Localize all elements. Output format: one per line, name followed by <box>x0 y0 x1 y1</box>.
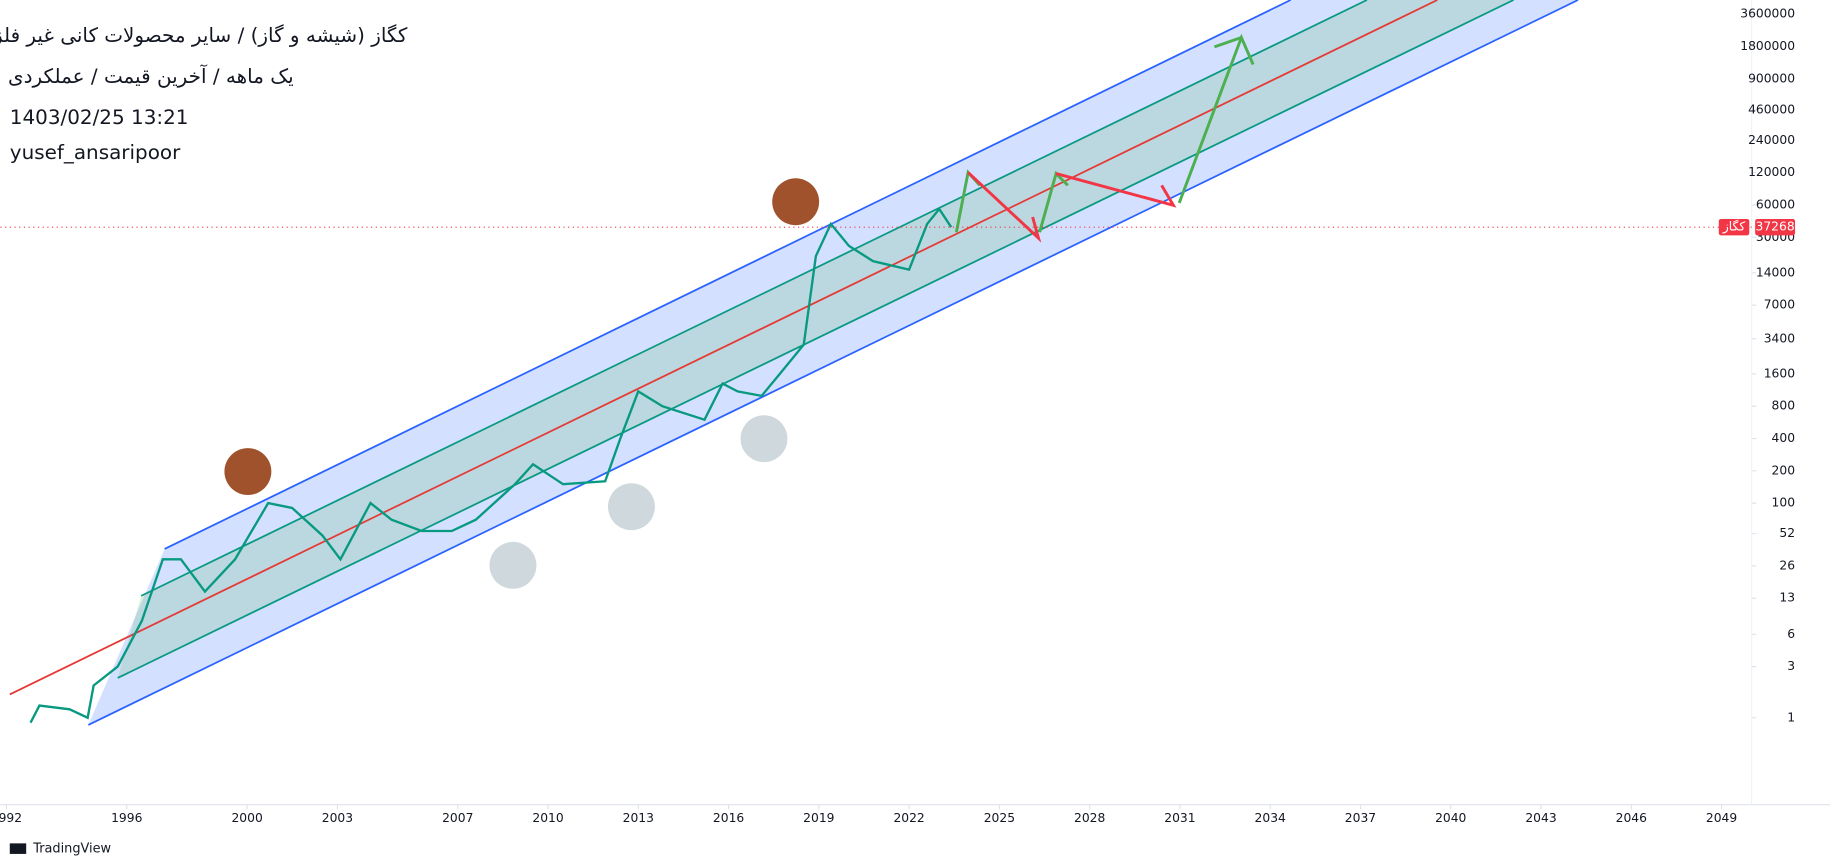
y-tick-label: 14000 <box>1756 265 1795 279</box>
x-tick-label: 2028 <box>1074 811 1105 825</box>
arrow-down <box>1055 172 1177 208</box>
y-tick-label: 100 <box>1772 496 1795 510</box>
x-tick-label: 2019 <box>803 811 834 825</box>
x-tick-label: 1996 <box>111 811 142 825</box>
y-tick-label: 800 <box>1772 399 1795 413</box>
y-tick-label: 13 <box>1779 591 1795 605</box>
y-tick-label: 7000 <box>1764 298 1795 312</box>
x-tick-label: 2031 <box>1164 811 1195 825</box>
x-tick-label: 2049 <box>1706 811 1737 825</box>
x-tick-label: 2034 <box>1255 811 1286 825</box>
price-badge-label: 37268 <box>1756 220 1795 234</box>
x-tick-label: 2040 <box>1435 811 1466 825</box>
arrow-down <box>967 171 1042 243</box>
y-tick-label: 52 <box>1779 526 1795 540</box>
cow-icon <box>740 415 788 463</box>
regression-channel <box>9 0 1579 726</box>
x-tick-label: 1992 <box>0 811 22 825</box>
x-tick-label: 2016 <box>713 811 744 825</box>
cow-icon <box>607 483 655 531</box>
x-tick-label: 2000 <box>231 811 262 825</box>
arrow-up <box>1177 33 1255 204</box>
y-tick-label: 900000 <box>1748 71 1795 85</box>
x-tick-label: 2010 <box>532 811 563 825</box>
y-tick-label: 460000 <box>1748 103 1795 117</box>
bear-icon <box>772 178 820 226</box>
arrow-up <box>1038 170 1069 233</box>
channel-inner-upper <box>140 0 1368 597</box>
x-tick-label: 2022 <box>893 811 924 825</box>
x-tick-label: 2007 <box>442 811 473 825</box>
y-tick-label: 26 <box>1779 558 1795 572</box>
y-tick-label: 400 <box>1772 431 1795 445</box>
x-tick-label: 2043 <box>1525 811 1556 825</box>
channel-inner-lower <box>117 0 1514 679</box>
y-tick-label: 3 <box>1787 659 1795 673</box>
channel-lower <box>87 0 1579 726</box>
y-tick-label: 200 <box>1772 463 1795 477</box>
brand: TradingView <box>32 842 111 857</box>
x-tick-label: 2003 <box>322 811 353 825</box>
y-tick-label: 60000 <box>1756 198 1795 212</box>
y-tick-label: 120000 <box>1748 165 1795 179</box>
brand-logo <box>9 843 27 854</box>
header-line: 1403/02/25 13:21 <box>10 105 189 129</box>
arrows <box>954 33 1255 243</box>
y-tick-label: 1600 <box>1764 366 1795 380</box>
y-tick-label: 6 <box>1787 627 1795 641</box>
price-line <box>29 207 953 724</box>
header-bg <box>5 18 410 174</box>
symbol-badge <box>1718 218 1750 236</box>
header-line: یک ماهه / آخرین قیمت / عملکردی <box>8 63 294 88</box>
header-line: yusef_ansaripoor <box>10 140 181 164</box>
y-tick-label: 3600000 <box>1740 7 1795 21</box>
symbol-badge-label: کگاز <box>1722 219 1745 235</box>
header-line: کگاز (شیشه و گاز) / سایر محصولات کانی غی… <box>0 23 408 47</box>
price-badge <box>1755 218 1796 236</box>
y-tick-label: 1 <box>1787 710 1795 724</box>
y-tick-label: 240000 <box>1748 133 1795 147</box>
channel-mid <box>9 0 1438 696</box>
x-tick-label: 2037 <box>1345 811 1376 825</box>
y-tick-label: 1800000 <box>1740 39 1795 53</box>
x-tick-label: 2046 <box>1616 811 1647 825</box>
channel-upper <box>164 0 1292 550</box>
x-tick-label: 2025 <box>984 811 1015 825</box>
arrow-head <box>1213 36 1242 49</box>
x-tick-label: 2013 <box>623 811 654 825</box>
bear-icon <box>224 448 272 495</box>
cow-icon <box>489 541 537 589</box>
y-tick-label: 3400 <box>1764 331 1795 345</box>
icons <box>224 178 820 589</box>
